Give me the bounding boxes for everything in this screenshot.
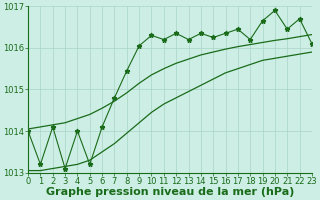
X-axis label: Graphe pression niveau de la mer (hPa): Graphe pression niveau de la mer (hPa) — [46, 187, 294, 197]
